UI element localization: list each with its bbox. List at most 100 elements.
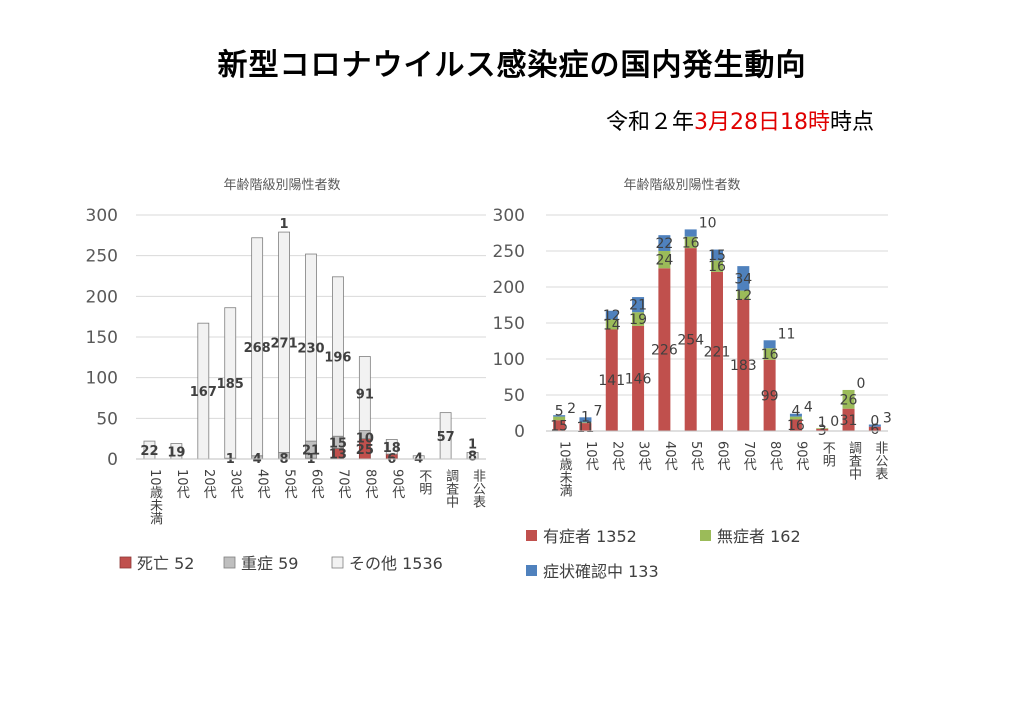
data-label-other: 185 [217,377,244,392]
chart-right-y-tick: 0 [514,422,525,442]
page-title: 新型コロナウイルス感染症の国内発生動向 [217,48,807,83]
as-of-date: 令和２年3月28日18時時点 [606,104,874,136]
chart-left-category: 90代 [389,469,405,500]
bar-symptomatic [711,271,723,431]
bar-asymptomatic [684,236,697,249]
data-label-checking: 0 [830,414,839,430]
data-label-symptomatic: 16 [787,418,805,434]
legend-label-checking: 症状確認中 133 [543,562,659,581]
data-label-checking: 3 [883,411,892,427]
chart-left-y-tick: 250 [86,247,118,267]
data-label-asymptomatic: 16 [761,347,779,363]
bar-symptomatic [632,325,645,431]
data-label-other: 91 [356,388,374,403]
chart-left-y-tick: 150 [86,328,118,348]
chart-left-category: 80代 [362,469,378,500]
bar-asymptomatic [658,251,671,269]
chart-left-category: 60代 [309,469,325,500]
bar-asymptomatic [579,422,592,424]
bar-symptomatic [842,408,855,431]
data-label-severe: 15 [329,436,347,451]
chart-left-category: 不明 [416,469,432,496]
chart-right-y-tick: 200 [493,278,525,298]
chart-left-category: 非公表 [470,469,486,508]
chart-right-category: 非公表 [872,441,888,480]
data-label-asymptomatic: 16 [708,259,726,275]
legend-label-other: その他 1536 [349,554,443,573]
chart-right-y-tick: 300 [493,206,525,226]
data-label-asymptomatic: 0 [870,414,879,430]
chart-right-category: 70代 [741,441,757,472]
chart-right-category: 不明 [820,441,836,468]
data-label-symptomatic: 146 [625,371,652,387]
chart-right-y-tick: 150 [493,314,525,334]
bar-other [251,237,264,457]
bar-other [278,231,290,453]
data-label-checking: 12 [603,308,621,324]
bar-asymptomatic [553,416,566,421]
bar-asymptomatic [789,416,802,420]
data-label-symptomatic: 15 [550,419,568,435]
chart-left-y-tick: 50 [96,409,118,429]
data-label-other: 271 [271,336,298,351]
bar-asymptomatic [842,389,855,409]
data-label-checking: 4 [804,400,813,416]
chart-left-y-tick: 300 [86,206,118,226]
bar-symptomatic [737,299,750,431]
chart-right-y-tick: 250 [493,242,525,262]
bar-symptomatic [816,428,829,431]
data-label-checking: 10 [699,215,717,231]
bar-symptomatic [684,248,697,431]
legend-label-asymptomatic: 無症者 162 [717,527,801,546]
bar-checking [711,249,723,261]
chart-left-title: 年齢階級別陽性者数 [223,178,340,193]
bar-symptomatic [868,426,881,431]
chart-left-category: 40代 [255,469,271,500]
data-label-asymptomatic: 16 [682,235,700,251]
bar-symptomatic [553,420,566,431]
legend-swatch-symptomatic [526,530,537,541]
bar-asymptomatic [632,312,645,326]
data-label-asymptomatic: 1 [818,415,827,431]
chart-right-category: 40代 [662,441,678,472]
data-label-asymptomatic: 1 [581,409,590,425]
bar-checking [553,415,566,417]
data-label-other: 230 [297,342,324,357]
data-label-asymptomatic: 12 [734,288,752,304]
bar-checking [632,297,645,313]
data-label-checking: 7 [593,403,602,419]
chart-left-category: 70代 [335,469,351,500]
chart-left-category: 30代 [228,469,244,500]
data-label-asymptomatic: 24 [655,253,673,269]
data-label-checking: 34 [734,271,752,287]
data-label-symptomatic: 141 [598,373,625,389]
bar-checking [579,417,592,423]
data-label-checking: 0 [857,376,866,392]
chart-left-category: 調査中 [443,469,459,508]
data-label-symptomatic: 6 [870,422,879,438]
chart-right-category: 10代 [583,441,599,472]
data-label-death: 25 [356,443,374,458]
bar-symptomatic [605,329,618,431]
data-label-severe: 10 [356,432,374,447]
bar-other [224,307,237,459]
bar-checking [868,424,881,427]
bar-other [385,439,398,455]
bar-asymptomatic [737,290,750,300]
chart-right-category: 80代 [767,441,783,472]
bar-checking [737,266,750,291]
data-label-asymptomatic: 4 [791,404,800,420]
chart-right-category: 60代 [715,441,731,472]
bar-symptomatic [789,419,802,431]
data-label-symptomatic: 254 [677,333,704,349]
chart-left-category: 10歳未満 [147,469,163,525]
legend-swatch-death [119,556,132,569]
data-label-asymptomatic: 5 [555,404,564,420]
chart-left-y-tick: 0 [107,450,118,470]
bar-asymptomatic [605,319,618,330]
chart-left-y-tick: 200 [86,287,118,307]
data-label-asymptomatic: 26 [840,392,858,408]
bar-asymptomatic [763,348,776,360]
data-label-checking: 22 [655,236,673,252]
